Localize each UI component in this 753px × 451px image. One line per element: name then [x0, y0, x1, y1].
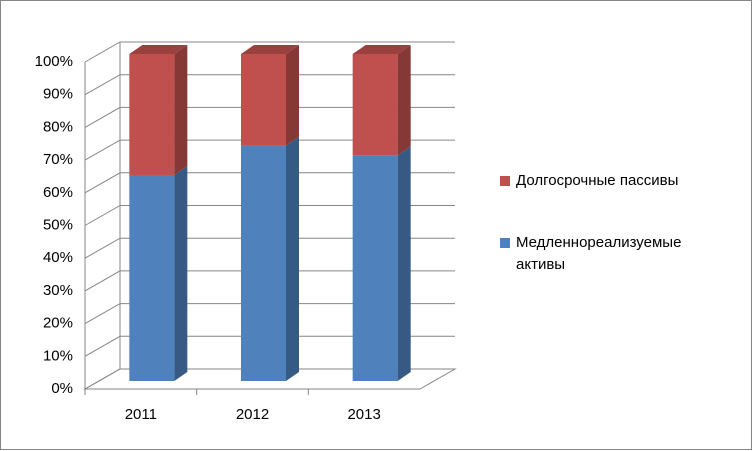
legend-label: Медленнореализуемые активы — [516, 234, 682, 273]
bar-side — [286, 45, 299, 146]
y-tick-label: 30% — [43, 282, 73, 299]
y-tick-label: 60% — [43, 184, 73, 201]
bar-side — [174, 45, 188, 175]
bar-segment — [352, 155, 398, 381]
x-tick-label: 2013 — [347, 406, 380, 423]
bar-segment — [129, 54, 175, 175]
bar-segment — [241, 145, 286, 381]
bar-side — [397, 45, 411, 156]
legend-swatch — [500, 238, 510, 248]
bar-segment — [129, 174, 175, 381]
y-tick-label: 100% — [35, 53, 73, 70]
bar-top — [352, 45, 411, 54]
bar-side — [397, 146, 411, 381]
bar-side — [286, 136, 299, 381]
bar-segment — [352, 54, 398, 156]
bar-top — [241, 45, 299, 54]
y-tick-label: 40% — [43, 249, 73, 266]
y-tick-label: 10% — [43, 347, 73, 364]
bar-top — [129, 45, 188, 54]
y-tick-label: 20% — [43, 315, 73, 332]
y-tick-label: 0% — [51, 380, 73, 397]
y-tick-label: 80% — [43, 118, 73, 135]
legend-label: Долгосрочные пассивы — [516, 172, 679, 189]
x-tick-label: 2011 — [125, 406, 157, 423]
x-tick-label: 2012 — [236, 406, 269, 423]
y-tick-label: 90% — [43, 86, 73, 103]
bar-segment — [241, 54, 286, 146]
bar-side — [174, 165, 188, 381]
legend-swatch — [500, 176, 510, 186]
y-tick-label: 70% — [43, 151, 73, 168]
y-tick-label: 50% — [43, 216, 73, 233]
